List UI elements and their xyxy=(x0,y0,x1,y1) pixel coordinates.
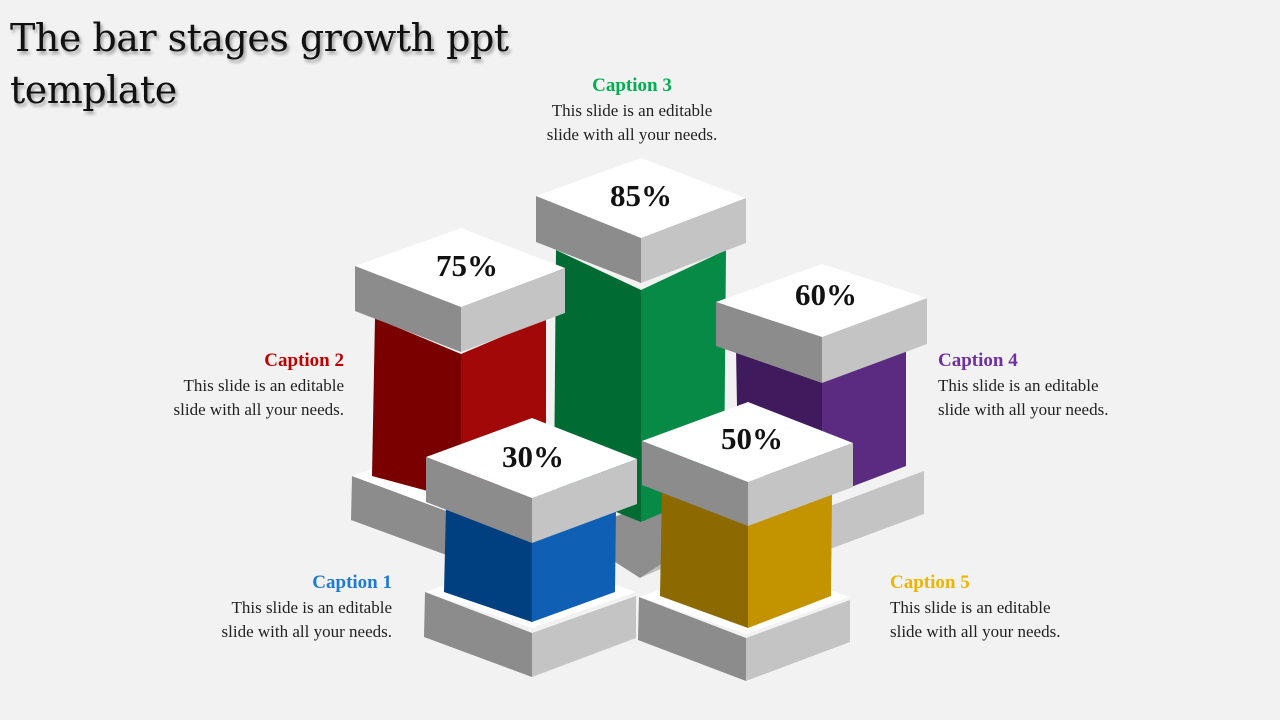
caption-1-heading: Caption 1 xyxy=(312,572,392,593)
caption-4-text: This slide is an editable slide with all… xyxy=(938,376,1109,419)
stage-1-bar: 30% xyxy=(424,418,637,677)
caption-5-heading: Caption 5 xyxy=(890,572,970,593)
stage-1-value: 30% xyxy=(502,439,564,474)
caption-2-heading: Caption 2 xyxy=(264,350,344,371)
stage-2-value: 75% xyxy=(436,248,498,283)
slide-title: The bar stages growth ppt template xyxy=(10,16,509,112)
caption-3-text: This slide is an editable slide with all… xyxy=(546,101,718,144)
caption-4-heading: Caption 4 xyxy=(938,350,1018,371)
caption-1-block: Caption 1 This slide is an editable slid… xyxy=(132,570,392,644)
caption-3-block: Caption 3 This slide is an editable slid… xyxy=(502,73,762,147)
caption-2-block: Caption 2 This slide is an editable slid… xyxy=(84,348,344,422)
caption-2-text: This slide is an editable slide with all… xyxy=(173,376,344,419)
stage-5-bar: 50% xyxy=(638,402,853,681)
stage-5-value: 50% xyxy=(721,421,783,456)
stage-4-value: 60% xyxy=(795,277,857,312)
caption-5-block: Caption 5 This slide is an editable slid… xyxy=(890,570,1150,644)
caption-4-block: Caption 4 This slide is an editable slid… xyxy=(938,348,1198,422)
caption-3-heading: Caption 3 xyxy=(592,75,672,96)
caption-5-text: This slide is an editable slide with all… xyxy=(890,598,1061,641)
caption-1-text: This slide is an editable slide with all… xyxy=(221,598,392,641)
stage-3-value: 85% xyxy=(610,178,672,213)
